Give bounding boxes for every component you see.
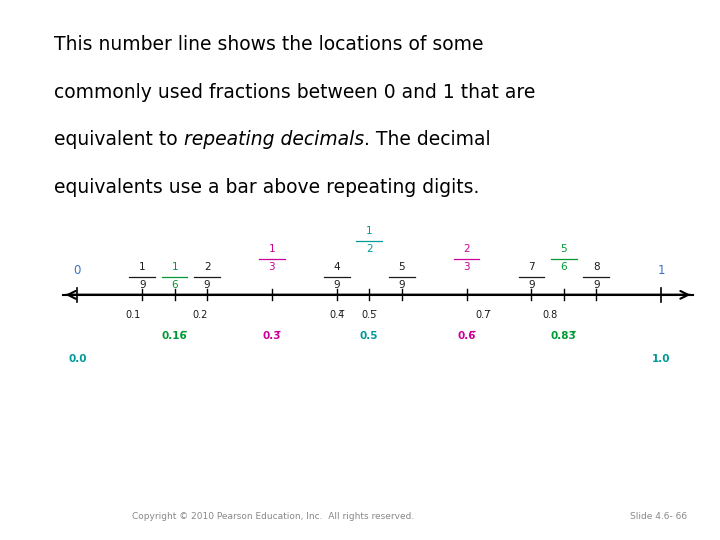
- Text: 9: 9: [398, 280, 405, 289]
- Text: 0.4̅: 0.4̅: [329, 310, 344, 320]
- Text: 2: 2: [366, 244, 372, 254]
- Text: 7: 7: [528, 261, 535, 272]
- Text: 9: 9: [204, 280, 210, 289]
- Text: 0.8: 0.8: [543, 310, 558, 320]
- Text: 1: 1: [657, 264, 665, 276]
- Text: This number line shows the locations of some: This number line shows the locations of …: [54, 35, 484, 54]
- Text: 0.0: 0.0: [68, 354, 86, 363]
- Text: 5: 5: [561, 244, 567, 254]
- Text: equivalent to: equivalent to: [54, 130, 184, 149]
- Text: repeating decimals: repeating decimals: [184, 130, 364, 149]
- Text: Copyright © 2010 Pearson Education, Inc.  All rights reserved.: Copyright © 2010 Pearson Education, Inc.…: [132, 512, 415, 521]
- Text: 3: 3: [269, 262, 275, 272]
- Text: commonly used fractions between 0 and 1 that are: commonly used fractions between 0 and 1 …: [54, 83, 536, 102]
- Text: 0: 0: [73, 264, 81, 276]
- Text: Slide 4.6- 66: Slide 4.6- 66: [631, 512, 688, 521]
- Text: 6: 6: [561, 262, 567, 272]
- Text: 0.7̅: 0.7̅: [475, 310, 491, 320]
- Text: 1.0: 1.0: [652, 354, 670, 363]
- Text: 9: 9: [593, 280, 600, 289]
- Text: 0.16̅: 0.16̅: [162, 331, 187, 341]
- Text: 1: 1: [171, 261, 178, 272]
- Text: equivalents use a bar above repeating digits.: equivalents use a bar above repeating di…: [54, 178, 480, 197]
- Text: 5: 5: [398, 261, 405, 272]
- Text: 1: 1: [139, 261, 145, 272]
- Text: 8: 8: [593, 261, 600, 272]
- Text: 0.1: 0.1: [125, 310, 140, 320]
- Text: 2: 2: [463, 244, 470, 254]
- Text: 1: 1: [269, 244, 275, 254]
- Text: 3: 3: [463, 262, 470, 272]
- Text: 9: 9: [139, 280, 145, 289]
- Text: 0.2: 0.2: [192, 310, 207, 320]
- Text: 2: 2: [204, 261, 210, 272]
- Text: 1: 1: [366, 226, 372, 236]
- Text: 4: 4: [333, 261, 340, 272]
- Text: 6: 6: [171, 280, 178, 289]
- Text: . The decimal: . The decimal: [364, 130, 490, 149]
- Text: 0.6̅: 0.6̅: [457, 331, 476, 341]
- Text: 9: 9: [528, 280, 535, 289]
- Text: 9: 9: [333, 280, 340, 289]
- Text: 0.83̅: 0.83̅: [551, 331, 577, 341]
- Text: 0.5̅: 0.5̅: [361, 310, 377, 320]
- Text: 0.5: 0.5: [360, 331, 379, 341]
- Text: 0.3̅: 0.3̅: [263, 331, 282, 341]
